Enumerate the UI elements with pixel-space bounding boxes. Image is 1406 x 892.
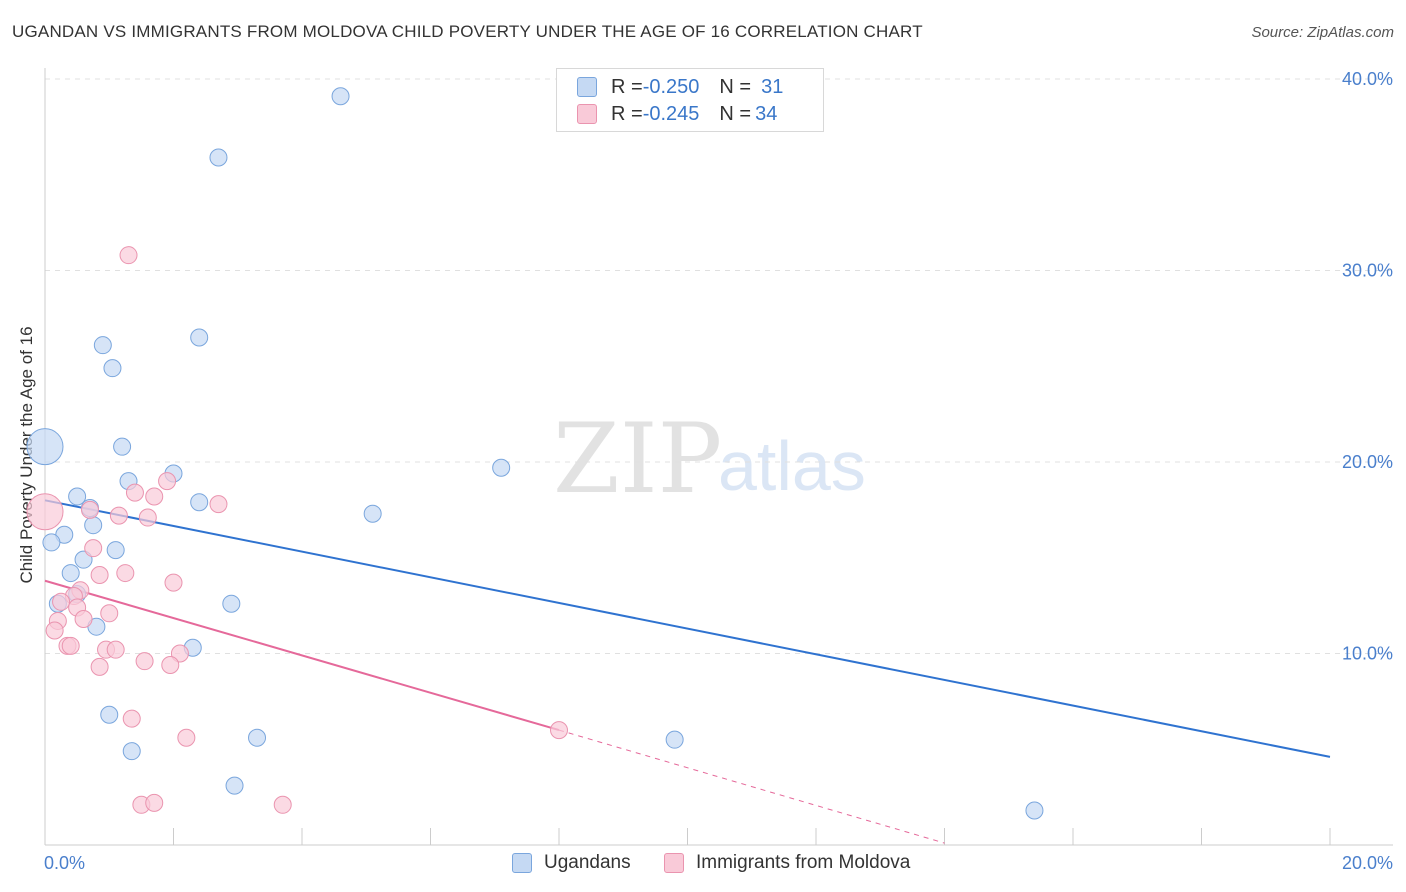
legend-n-label: N =: [719, 75, 752, 98]
point-ugandans: [106, 541, 125, 560]
point-moldova: [61, 636, 80, 655]
tick-labels: 10.0% 20.0% 30.0% 40.0% 0.0% 20.0%: [44, 69, 1393, 873]
blue-swatch: [577, 77, 597, 97]
x-tick-label: 0.0%: [44, 853, 85, 873]
point-moldova: [164, 573, 183, 592]
point-moldova: [52, 592, 71, 611]
point-moldova: [550, 721, 568, 740]
point-ugandans: [331, 87, 350, 106]
point-moldova: [158, 472, 177, 491]
trendline-moldova: [44, 579, 560, 732]
point-ugandans: [190, 328, 209, 347]
legend-n-value: 31: [761, 75, 784, 98]
data-points: [26, 87, 1044, 820]
point-ugandans: [26, 428, 64, 466]
point-moldova: [170, 644, 189, 663]
point-moldova: [145, 793, 164, 812]
point-ugandans: [222, 594, 241, 613]
point-ugandans: [100, 705, 119, 724]
point-ugandans: [61, 564, 80, 583]
point-ugandans: [363, 504, 382, 523]
trendline-ugandans: [44, 499, 1331, 758]
chart-title: UGANDAN VS IMMIGRANTS FROM MOLDOVA CHILD…: [12, 22, 923, 41]
legend-r-label: R =: [611, 102, 643, 125]
legend-row-moldova: R = -0.245 N = 34: [577, 101, 777, 127]
legend-n-value: 34: [755, 102, 778, 125]
source-label: Source: ZipAtlas.com: [1251, 24, 1394, 41]
point-ugandans: [209, 148, 228, 167]
point-moldova: [125, 483, 144, 502]
legend-item-ugandans: Ugandans: [512, 852, 631, 874]
point-ugandans: [248, 728, 267, 747]
point-ugandans: [84, 516, 103, 535]
point-moldova: [90, 565, 109, 584]
stats-legend: R = -0.250 N = 31 R = -0.245 N = 34: [556, 68, 824, 132]
point-moldova: [100, 604, 119, 623]
point-ugandans: [190, 493, 209, 512]
point-ugandans: [93, 336, 112, 355]
pink-swatch: [664, 853, 684, 873]
watermark-atlas: atlas: [718, 427, 866, 505]
point-ugandans: [103, 359, 122, 378]
point-moldova: [116, 564, 135, 583]
legend-n-label: N =: [719, 102, 752, 125]
point-moldova: [80, 500, 99, 519]
point-moldova: [45, 621, 64, 640]
point-ugandans: [74, 550, 93, 569]
legend-r-value: -0.245: [642, 102, 700, 125]
point-moldova: [273, 795, 292, 814]
point-moldova: [84, 539, 103, 558]
point-moldova: [209, 495, 228, 514]
legend-label-ugandans: Ugandans: [544, 852, 631, 873]
legend-label-moldova: Immigrants from Moldova: [696, 852, 911, 873]
x-tick-label: 20.0%: [1342, 853, 1393, 873]
point-moldova: [90, 657, 109, 676]
y-tick-label: 30.0%: [1342, 261, 1393, 281]
point-ugandans: [665, 730, 684, 749]
pink-swatch: [577, 104, 597, 124]
point-moldova: [138, 508, 157, 527]
point-moldova: [122, 709, 141, 728]
point-ugandans: [225, 776, 244, 795]
grid-lines: [45, 78, 1393, 654]
watermark-zip: ZIP: [553, 403, 722, 515]
point-moldova: [135, 652, 154, 671]
legend-r-value: -0.250: [642, 75, 700, 98]
y-tick-label: 20.0%: [1342, 452, 1393, 472]
point-ugandans: [113, 437, 132, 456]
point-moldova: [109, 506, 128, 525]
y-tick-label: 40.0%: [1342, 69, 1393, 89]
legend-r-label: R =: [611, 75, 643, 98]
legend-row-ugandans: R = -0.250 N = 31: [577, 74, 783, 100]
point-moldova: [177, 728, 196, 747]
blue-swatch: [512, 853, 532, 873]
point-moldova: [119, 246, 138, 265]
point-ugandans: [492, 458, 511, 477]
point-ugandans: [68, 487, 87, 506]
point-moldova: [161, 655, 180, 674]
point-moldova: [74, 610, 93, 629]
point-moldova: [106, 640, 125, 659]
point-ugandans: [122, 742, 141, 761]
point-moldova: [145, 487, 164, 506]
trend-lines: [44, 499, 1331, 844]
point-ugandans: [42, 533, 61, 552]
series-legend: Ugandans Immigrants from Moldova: [0, 852, 1406, 878]
point-ugandans: [1025, 801, 1044, 820]
y-tick-label: 10.0%: [1342, 644, 1393, 664]
trendline-extension-moldova: [558, 729, 945, 844]
point-moldova: [26, 493, 64, 531]
legend-item-moldova: Immigrants from Moldova: [664, 852, 910, 874]
